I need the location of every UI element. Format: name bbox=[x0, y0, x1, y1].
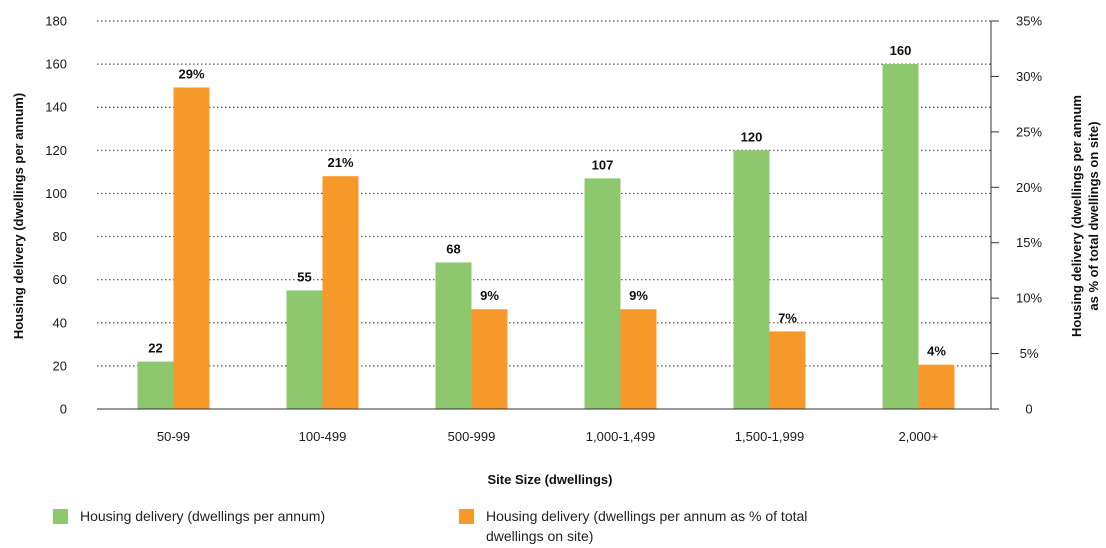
y-tick-label-right: 20% bbox=[1016, 180, 1042, 195]
data-label-dwellings: 160 bbox=[890, 43, 912, 58]
bar-dwellings bbox=[435, 262, 472, 409]
y-tick-label-left: 180 bbox=[45, 14, 67, 29]
x-tick-label: 50-99 bbox=[157, 429, 190, 444]
y-tick-label-right: 0 bbox=[1025, 402, 1032, 417]
y-tick-label-right: 35% bbox=[1016, 14, 1042, 29]
bar-percent bbox=[620, 309, 657, 409]
legend-swatch-green bbox=[53, 509, 68, 524]
y-axis-title-right-line2: as % of total dwellings on site) bbox=[1086, 121, 1101, 310]
y-axis-title-left: Housing delivery (dwellings per annum) bbox=[11, 93, 26, 339]
data-label-percent: 9% bbox=[629, 288, 648, 303]
y-tick-label-right: 30% bbox=[1016, 69, 1042, 84]
data-label-dwellings: 55 bbox=[297, 269, 311, 284]
data-label-dwellings: 120 bbox=[741, 129, 763, 144]
data-label-dwellings: 107 bbox=[592, 157, 614, 172]
y-tick-label-left: 140 bbox=[45, 100, 67, 115]
bar-dwellings bbox=[584, 178, 621, 409]
data-label-percent: 4% bbox=[927, 344, 946, 359]
bar-dwellings bbox=[733, 150, 770, 410]
bar-dwellings bbox=[286, 290, 323, 409]
x-tick-label: 100-499 bbox=[299, 429, 347, 444]
legend-label-dwellings: Housing delivery (dwellings per annum) bbox=[80, 508, 326, 524]
bar-percent bbox=[918, 364, 955, 409]
gridlines bbox=[97, 20, 991, 367]
data-label-percent: 9% bbox=[480, 288, 499, 303]
x-tick-label: 2,000+ bbox=[898, 429, 938, 444]
y-tick-label-right: 5% bbox=[1020, 346, 1039, 361]
y-tick-label-right: 10% bbox=[1016, 291, 1042, 306]
y-tick-label-left: 160 bbox=[45, 57, 67, 72]
x-tick-label: 500-999 bbox=[448, 429, 496, 444]
y-tick-label-left: 60 bbox=[53, 272, 67, 287]
bar-percent bbox=[471, 309, 508, 409]
y-tick-label-right: 25% bbox=[1016, 124, 1042, 139]
legend-label-percent: Housing delivery (dwellings per annum as… bbox=[486, 508, 808, 544]
data-label-percent: 29% bbox=[178, 67, 204, 82]
bar-percent bbox=[322, 176, 359, 409]
right-tick-labels: 0 5% 10% 15% 20% 25% 30% 35% bbox=[1016, 14, 1042, 417]
y-tick-label-left: 40 bbox=[53, 315, 67, 330]
y-tick-label-left: 80 bbox=[53, 229, 67, 244]
y-tick-label-left: 20 bbox=[53, 358, 67, 373]
legend-swatch-orange bbox=[459, 509, 474, 524]
data-label-percent: 7% bbox=[778, 310, 797, 325]
x-axis-title: Site Size (dwellings) bbox=[488, 472, 613, 487]
x-tick-labels: 50-99 100-499 500-999 1,000-1,499 1,500-1,99… bbox=[157, 429, 939, 444]
y-tick-label-right: 15% bbox=[1016, 235, 1042, 250]
x-tick-label: 1,500-1,999 bbox=[735, 429, 804, 444]
y-tick-label-left: 100 bbox=[45, 186, 67, 201]
data-label-percent: 21% bbox=[327, 155, 353, 170]
x-tick-label: 1,000-1,499 bbox=[586, 429, 655, 444]
legend-item-percent: Housing delivery (dwellings per annum as… bbox=[459, 506, 831, 546]
bar-percent bbox=[769, 331, 806, 409]
bar-dwellings bbox=[137, 361, 174, 409]
legend-item-dwellings: Housing delivery (dwellings per annum) bbox=[53, 506, 380, 526]
right-axis bbox=[990, 20, 999, 410]
data-labels: 22 29% 55 21% 68 9% 107 9% 120 7% 160 4% bbox=[148, 43, 946, 359]
data-label-dwellings: 68 bbox=[446, 241, 460, 256]
bars bbox=[137, 64, 955, 410]
y-tick-label-left: 0 bbox=[60, 402, 67, 417]
y-axis-title-right-line1: Housing delivery (dwellings per annum bbox=[1069, 95, 1084, 337]
bar-dwellings bbox=[882, 64, 919, 409]
bar-percent bbox=[173, 87, 210, 409]
left-tick-labels: 0 20 40 60 80 100 120 140 160 180 bbox=[45, 14, 67, 417]
data-label-dwellings: 22 bbox=[148, 341, 162, 356]
y-tick-label-left: 120 bbox=[45, 143, 67, 158]
